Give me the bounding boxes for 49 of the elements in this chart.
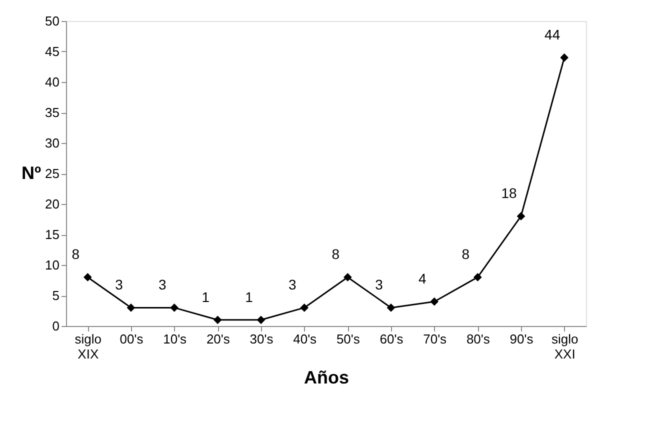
- y-tick-label: 20: [45, 196, 60, 212]
- data-label: 8: [462, 246, 470, 262]
- point: [430, 297, 439, 306]
- x-tick-label: 00's: [120, 332, 144, 346]
- x-tick-label: 70's: [423, 332, 448, 346]
- x-tick-label: 30's: [250, 332, 274, 346]
- point: [300, 304, 309, 312]
- x-tick-label: 10's: [163, 332, 188, 346]
- x-tick-label: 60's: [380, 332, 404, 346]
- point: [516, 212, 526, 220]
- x-tick-label: siglo XIX: [74, 332, 102, 362]
- data-label: 1: [202, 288, 210, 305]
- point: [126, 304, 136, 312]
- point: [170, 304, 179, 312]
- point: [386, 304, 396, 312]
- data-label: 3: [375, 276, 384, 293]
- y-tick-label: 10: [45, 258, 60, 272]
- point: [83, 273, 92, 282]
- data-label: 44: [544, 26, 560, 43]
- data-label: 1: [245, 288, 254, 305]
- x-tick-label: 20's: [206, 332, 230, 346]
- y-tick-label: 0: [52, 318, 60, 334]
- x-tick-label: 80's: [466, 332, 490, 346]
- point: [560, 53, 569, 62]
- y-axis-title: Nº: [21, 163, 42, 183]
- y-tick-label: 35: [45, 105, 60, 120]
- point: [256, 316, 266, 324]
- y-tick-label: 5: [52, 288, 60, 303]
- x-axis-title: Años: [304, 368, 349, 388]
- data-label: 18: [501, 185, 517, 202]
- x-tick-label: 50's: [336, 332, 360, 346]
- point: [473, 273, 482, 282]
- y-tick-label: 50: [45, 14, 60, 28]
- data-label: 4: [418, 270, 426, 287]
- data-label: 3: [115, 276, 124, 293]
- point: [213, 316, 222, 324]
- data-label: 3: [288, 276, 296, 293]
- x-tick-label: siglo XXI: [551, 332, 578, 362]
- data-label: 8: [72, 246, 80, 262]
- y-tick-label: 25: [45, 166, 60, 181]
- y-tick-label: 40: [45, 74, 60, 90]
- x-tick-label: 90's: [510, 332, 534, 346]
- point: [343, 273, 352, 282]
- data-label: 8: [332, 246, 340, 262]
- x-tick-label: 40's: [293, 332, 318, 346]
- data-label: 3: [158, 276, 166, 293]
- y-tick-label: 45: [45, 44, 60, 59]
- y-tick-label: 15: [45, 227, 60, 242]
- y-tick-label: 30: [45, 136, 60, 150]
